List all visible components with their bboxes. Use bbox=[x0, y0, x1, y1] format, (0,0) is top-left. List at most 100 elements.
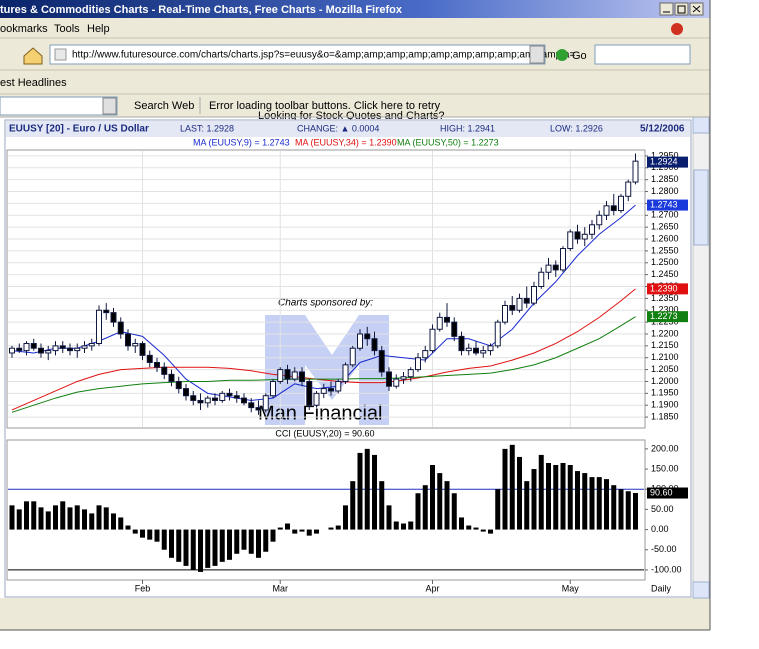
candle-body bbox=[30, 342, 37, 349]
cci-bar bbox=[625, 491, 631, 530]
cci-bar bbox=[67, 507, 73, 530]
cci-bar bbox=[546, 462, 551, 530]
y-tick-label: 0.00 bbox=[651, 524, 669, 534]
candle-body bbox=[103, 309, 110, 314]
high: HIGH: 1.2941 bbox=[440, 123, 495, 133]
cci-bar bbox=[582, 473, 588, 530]
candle-body bbox=[52, 345, 59, 352]
candle-body bbox=[531, 286, 537, 304]
cci-bar bbox=[422, 485, 428, 530]
candle-body bbox=[284, 369, 291, 380]
candle-body bbox=[429, 328, 436, 352]
cci-bar bbox=[538, 454, 544, 530]
window-title: tures & Commodities Charts - Real-Time C… bbox=[0, 4, 403, 16]
scroll-up[interactable] bbox=[692, 116, 710, 134]
candle-body bbox=[451, 321, 458, 337]
candle-body bbox=[9, 347, 15, 354]
candle-body bbox=[574, 231, 581, 240]
candle-body bbox=[81, 345, 88, 349]
go-button[interactable]: Go bbox=[572, 50, 587, 62]
y-tick-label: 50.00 bbox=[651, 504, 674, 514]
cci-bar bbox=[60, 501, 66, 530]
y-tick-label: 1.2450 bbox=[651, 269, 679, 279]
candle-body bbox=[277, 369, 284, 382]
minimize[interactable] bbox=[659, 2, 674, 16]
combo-arrow[interactable] bbox=[102, 97, 117, 115]
bookmark[interactable]: est Headlines bbox=[0, 77, 67, 89]
candle-body bbox=[589, 224, 595, 235]
cci-marker-label: 90.60 bbox=[650, 487, 673, 497]
address-bar[interactable] bbox=[49, 44, 546, 65]
candle-body bbox=[480, 350, 487, 354]
y-tick-label: 1.2200 bbox=[651, 328, 679, 338]
page-icon bbox=[54, 48, 67, 61]
candle-body bbox=[378, 350, 385, 373]
cci-bar bbox=[531, 469, 537, 530]
cci-bar bbox=[430, 465, 435, 530]
candle-body bbox=[509, 304, 516, 311]
candle-body bbox=[581, 233, 588, 240]
candle-body bbox=[299, 371, 305, 382]
candle-body bbox=[335, 380, 342, 392]
y-tick-label: 1.2550 bbox=[651, 245, 679, 255]
candle-body bbox=[190, 395, 197, 401]
candle-body bbox=[552, 264, 559, 271]
cci-bar bbox=[241, 529, 247, 550]
search-web[interactable]: Search Web bbox=[134, 100, 194, 112]
cci-bar bbox=[357, 452, 363, 530]
menu-item[interactable]: Help bbox=[87, 23, 110, 35]
cci-bar bbox=[212, 529, 218, 566]
candle-body bbox=[567, 231, 574, 250]
candle-body bbox=[45, 350, 52, 354]
address-dropdown[interactable] bbox=[529, 45, 545, 64]
menu-item[interactable]: ookmarks bbox=[0, 23, 48, 35]
stop-icon[interactable] bbox=[671, 23, 683, 35]
candle-body bbox=[545, 264, 552, 273]
candle-body bbox=[407, 369, 414, 378]
toolbar-error[interactable]: Error loading toolbar buttons. Click her… bbox=[209, 100, 441, 112]
cci-bar bbox=[567, 465, 573, 530]
x-tick-label: May bbox=[562, 583, 580, 593]
scroll-thumb[interactable] bbox=[693, 169, 709, 246]
cci-marker bbox=[647, 487, 688, 499]
cci-bar bbox=[459, 517, 464, 530]
go-icon[interactable] bbox=[556, 49, 568, 61]
candle-body bbox=[357, 333, 363, 349]
candle-body bbox=[154, 361, 160, 368]
page-link[interactable]: Looking for Stock Quotes and Charts? bbox=[258, 110, 445, 122]
title-bar bbox=[0, 0, 710, 18]
candle-body bbox=[386, 371, 392, 387]
cci-bar bbox=[335, 525, 341, 530]
toolbar-combo[interactable] bbox=[0, 96, 118, 116]
menu-item[interactable]: Tools bbox=[54, 23, 80, 35]
address: http://www.futuresource.com/charts/chart… bbox=[72, 50, 575, 61]
x-tick-label: Feb bbox=[135, 583, 151, 593]
candle-body bbox=[226, 392, 233, 397]
y-tick-label: 1.1850 bbox=[651, 411, 679, 421]
candle-body bbox=[502, 304, 508, 323]
chart-header bbox=[6, 121, 690, 137]
candle-body bbox=[96, 309, 102, 344]
search-box[interactable] bbox=[594, 44, 691, 65]
candle-body bbox=[161, 366, 168, 375]
candle-body bbox=[516, 297, 523, 311]
last: LAST: 1.2928 bbox=[180, 123, 234, 133]
candle-body bbox=[248, 402, 255, 409]
price-marker bbox=[647, 199, 688, 211]
cci-bar bbox=[176, 529, 182, 562]
cci-bar bbox=[74, 505, 80, 530]
candle-body bbox=[436, 316, 443, 330]
y-tick-label: 1.2000 bbox=[651, 376, 679, 386]
cci-bar bbox=[386, 505, 392, 530]
home-icon[interactable] bbox=[23, 47, 43, 65]
x-tick-label: Mar bbox=[273, 583, 289, 593]
cci-panel bbox=[6, 439, 646, 581]
y-tick-label: 1.2100 bbox=[651, 352, 679, 362]
scroll-down[interactable] bbox=[692, 581, 710, 599]
candle-body bbox=[618, 195, 624, 212]
symbol: EUUSY [20] - Euro / US Dollar bbox=[9, 124, 149, 135]
cci-bar bbox=[118, 517, 124, 530]
cci-bar bbox=[473, 527, 479, 530]
cci-bar bbox=[38, 507, 44, 530]
y-tick-label: 1.1900 bbox=[651, 400, 679, 410]
